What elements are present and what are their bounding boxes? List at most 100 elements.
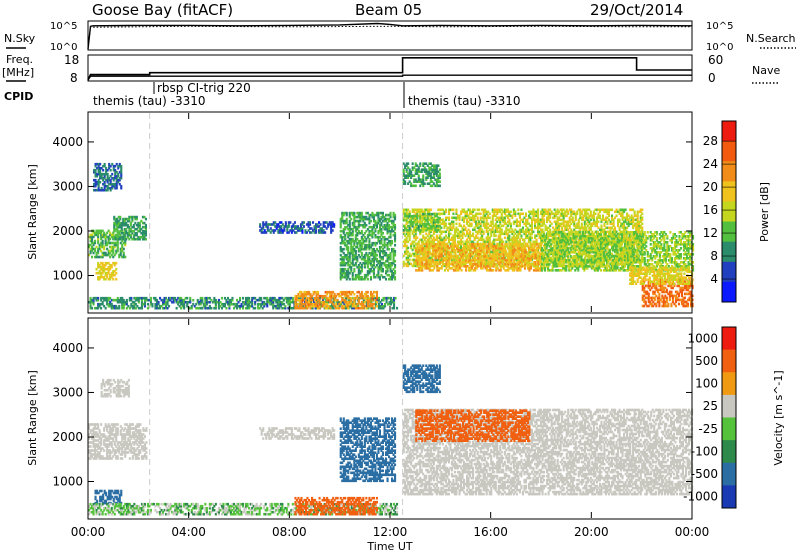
data-cell-8 bbox=[517, 209, 519, 212]
data-cell-5 bbox=[311, 299, 313, 302]
data-cell-7 bbox=[391, 240, 393, 243]
data-cell-7 bbox=[394, 264, 396, 267]
data-cell-8 bbox=[508, 219, 510, 222]
radar-summary-plot: Goose Bay (fitACF) Beam 05 29/Oct/2014 N… bbox=[0, 0, 800, 554]
data-cell-7 bbox=[353, 212, 355, 215]
nsky-strip-lines bbox=[88, 24, 692, 50]
data-cell-0 bbox=[123, 252, 125, 255]
data-cell-2 bbox=[104, 163, 106, 166]
data-cell-8 bbox=[532, 231, 534, 234]
data-cell-4 bbox=[130, 297, 132, 300]
data-cell-8 bbox=[452, 213, 454, 216]
data-cell-6 bbox=[289, 221, 291, 224]
data-cell-7 bbox=[394, 232, 396, 235]
data-cell-1 bbox=[119, 216, 121, 219]
data-cell-5 bbox=[373, 295, 375, 298]
data-cell-7 bbox=[368, 238, 370, 241]
data-cell-8 bbox=[619, 219, 621, 222]
data-cell-4 bbox=[151, 303, 153, 306]
data-cell-8 bbox=[508, 235, 510, 238]
data-cell-4 bbox=[186, 297, 188, 300]
cpid-segment-1: themis (tau) -3310 bbox=[93, 94, 206, 108]
data-cell-8 bbox=[472, 233, 474, 236]
data-cell-8 bbox=[478, 209, 480, 212]
data-cell-7 bbox=[370, 220, 372, 223]
cpid-segment-3: themis (tau) -3310 bbox=[408, 94, 521, 108]
data-cell-0 bbox=[102, 240, 104, 243]
data-cell-2 bbox=[99, 163, 101, 166]
data-cell-8 bbox=[581, 223, 583, 226]
data-cell-6 bbox=[303, 225, 305, 228]
nsky-tick-bottom: 10^0 bbox=[50, 42, 77, 53]
data-cell-2 bbox=[111, 173, 113, 176]
data-cell-4 bbox=[97, 297, 99, 300]
data-cell-3 bbox=[115, 278, 117, 281]
data-cell-5 bbox=[356, 295, 358, 298]
data-cell-5 bbox=[317, 291, 319, 294]
data-cell-7 bbox=[361, 230, 363, 233]
data-cell-5 bbox=[338, 307, 340, 310]
data-cell-8 bbox=[449, 233, 451, 236]
data-cell-7 bbox=[346, 212, 348, 215]
data-cell-6 bbox=[285, 221, 287, 224]
series-line-n-sky bbox=[88, 24, 692, 50]
data-cell-7 bbox=[370, 276, 372, 279]
data-cell-4 bbox=[284, 305, 286, 308]
data-cell-8 bbox=[409, 259, 411, 262]
data-cell-8 bbox=[531, 237, 533, 240]
data-cell-1 bbox=[136, 216, 138, 219]
data-cell-7 bbox=[394, 260, 396, 263]
data-cell-5 bbox=[343, 305, 345, 308]
nsearch-tick-bottom: 10^0 bbox=[706, 42, 733, 53]
data-cell-5 bbox=[367, 291, 369, 294]
cpid-strip: themis (tau) -3310 rbsp CI-trig 220 them… bbox=[93, 81, 521, 108]
data-cell-2 bbox=[110, 169, 112, 172]
data-cell-8 bbox=[455, 223, 457, 226]
data-cell-8 bbox=[448, 217, 450, 220]
data-cell-8 bbox=[514, 211, 516, 214]
data-cell-8 bbox=[522, 227, 524, 230]
data-cell-4 bbox=[225, 307, 227, 310]
nsearch-tick-top: 10^5 bbox=[706, 21, 733, 32]
data-cell-6 bbox=[294, 221, 296, 224]
data-cell-8 bbox=[599, 215, 601, 218]
series-line-freq bbox=[88, 75, 692, 80]
power-heatmap-cells bbox=[88, 113, 694, 312]
date-title: 29/Oct/2014 bbox=[590, 1, 683, 19]
data-cell-7 bbox=[394, 250, 396, 253]
data-cell-7 bbox=[367, 278, 369, 281]
data-cell-8 bbox=[522, 213, 524, 216]
data-cell-8 bbox=[455, 209, 457, 212]
data-cell-6 bbox=[312, 221, 314, 224]
data-cell-7 bbox=[394, 224, 396, 227]
data-cell-4 bbox=[189, 297, 191, 300]
data-cell-8 bbox=[445, 209, 447, 212]
data-cell-4 bbox=[105, 307, 107, 310]
data-cell-7 bbox=[390, 212, 392, 215]
data-cell-2 bbox=[102, 169, 104, 172]
data-cell-4 bbox=[150, 297, 152, 300]
freq-label-line2: [MHz] bbox=[2, 66, 34, 79]
data-cell-5 bbox=[376, 301, 378, 304]
data-cell-5 bbox=[319, 299, 321, 302]
data-cell-7 bbox=[376, 254, 378, 257]
data-cell-8 bbox=[597, 221, 599, 224]
data-cell-8 bbox=[602, 215, 604, 218]
data-cell-1 bbox=[145, 224, 147, 227]
data-cell-4 bbox=[378, 297, 380, 300]
freq-tick-top: 18 bbox=[64, 53, 79, 67]
data-cell-7 bbox=[385, 278, 387, 281]
data-cell-6 bbox=[332, 229, 334, 232]
data-cell-4 bbox=[292, 297, 294, 300]
nsky-label: N.Sky bbox=[4, 32, 36, 45]
data-cell-4 bbox=[239, 297, 241, 300]
data-cell-8 bbox=[572, 217, 574, 220]
cpid-segment-2: rbsp CI-trig 220 bbox=[157, 81, 251, 95]
data-cell-8 bbox=[536, 239, 538, 242]
data-cell-0 bbox=[91, 256, 93, 259]
data-cell-7 bbox=[394, 244, 396, 247]
data-cell-8 bbox=[474, 209, 476, 212]
data-cell-3 bbox=[115, 268, 117, 271]
data-cell-8 bbox=[504, 237, 506, 240]
data-cell-7 bbox=[394, 276, 396, 279]
